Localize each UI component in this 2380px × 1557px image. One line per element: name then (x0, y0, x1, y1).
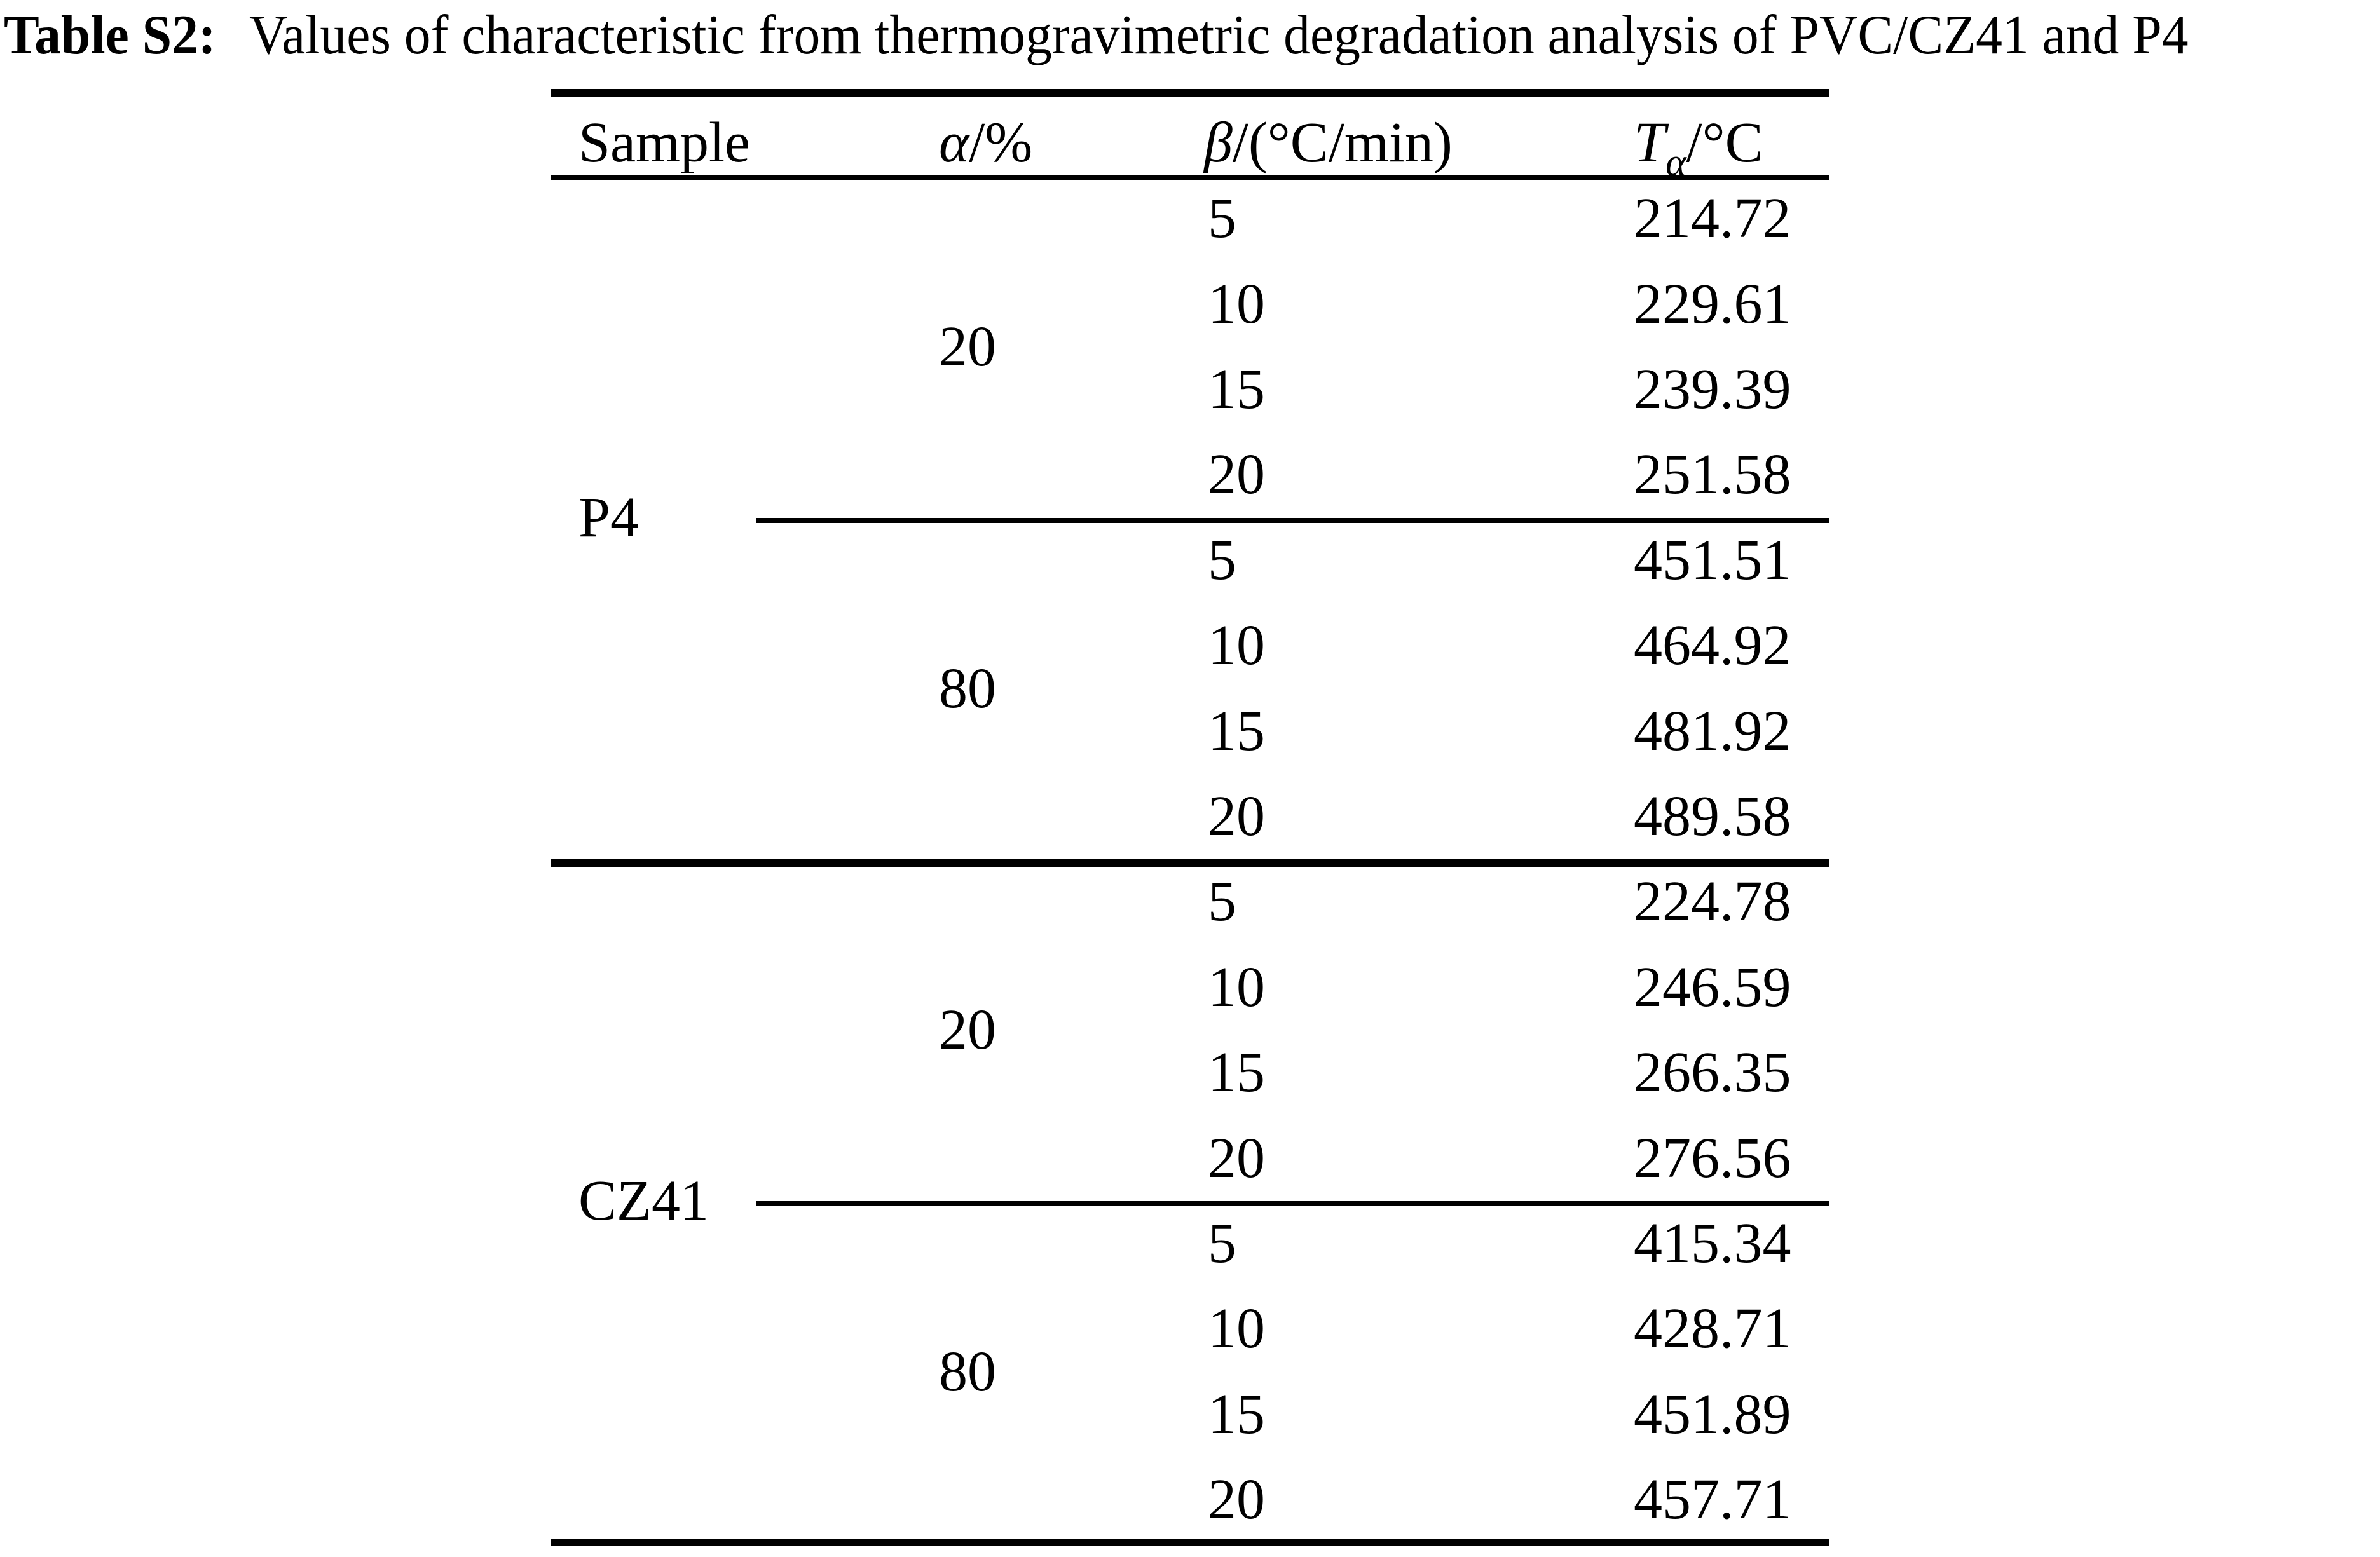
header-sample: Sample (578, 114, 750, 172)
header-alpha: α/% (939, 114, 1032, 172)
beta-cell: 5 (1208, 187, 1236, 250)
t-symbol: T (1634, 111, 1666, 174)
t-cell: 451.51 (1634, 529, 1791, 592)
t-cell: 266.35 (1634, 1041, 1791, 1104)
rule-bottom (551, 1539, 1829, 1546)
t-cell: 481.92 (1634, 700, 1791, 763)
header-beta-unit: /(°C/min) (1232, 111, 1453, 174)
rule-cz41-alpha-divider (756, 1201, 1829, 1206)
sample-label-p4: P4 (578, 486, 639, 549)
t-cell: 464.92 (1634, 614, 1791, 677)
t-cell: 229.61 (1634, 273, 1791, 336)
t-cell: 251.58 (1634, 443, 1791, 506)
header-t-alpha: Tα/°C (1634, 111, 1763, 184)
beta-cell: 10 (1208, 1297, 1265, 1360)
beta-cell: 20 (1208, 1468, 1265, 1531)
sample-label-cz41: CZ41 (578, 1169, 709, 1232)
beta-cell: 20 (1208, 785, 1265, 848)
beta-cell: 20 (1208, 443, 1265, 506)
t-cell: 489.58 (1634, 785, 1791, 848)
beta-cell: 15 (1208, 358, 1265, 421)
table-caption: Table S2: Values of characteristic from t… (4, 4, 2189, 67)
header-alpha-unit: /% (969, 111, 1033, 174)
beta-cell: 10 (1208, 273, 1265, 336)
t-cell: 214.72 (1634, 187, 1791, 250)
t-cell: 224.78 (1634, 870, 1791, 933)
header-sample-text: Sample (578, 111, 750, 174)
beta-cell: 5 (1208, 870, 1236, 933)
table-caption-text: Values of characteristic from thermograv… (249, 4, 2189, 66)
t-cell: 451.89 (1634, 1383, 1791, 1446)
header-beta: β/(°C/min) (1204, 114, 1453, 172)
t-cell: 276.56 (1634, 1127, 1791, 1190)
alpha-value-cz41-20: 20 (939, 998, 996, 1061)
beta-cell: 5 (1208, 529, 1236, 592)
alpha-value-p4-20: 20 (939, 315, 996, 378)
beta-cell: 20 (1208, 1127, 1265, 1190)
table-caption-label: Table S2: (4, 4, 216, 66)
t-cell: 457.71 (1634, 1468, 1791, 1531)
t-cell: 415.34 (1634, 1212, 1791, 1275)
beta-cell: 5 (1208, 1212, 1236, 1275)
beta-cell: 15 (1208, 700, 1265, 763)
beta-symbol: β (1204, 111, 1233, 174)
t-cell: 428.71 (1634, 1297, 1791, 1360)
rule-header-underline (551, 175, 1829, 180)
beta-cell: 15 (1208, 1041, 1265, 1104)
rule-sample-divider (551, 859, 1829, 867)
beta-cell: 15 (1208, 1383, 1265, 1446)
rule-p4-alpha-divider (756, 518, 1829, 523)
t-cell: 239.39 (1634, 358, 1791, 421)
header-t-unit: /°C (1686, 111, 1763, 174)
alpha-symbol: α (939, 111, 969, 174)
alpha-value-cz41-80: 80 (939, 1340, 996, 1403)
beta-cell: 10 (1208, 956, 1265, 1019)
rule-top (551, 89, 1829, 97)
alpha-value-p4-80: 80 (939, 657, 996, 720)
beta-cell: 10 (1208, 614, 1265, 677)
t-subscript-alpha: α (1665, 141, 1686, 184)
t-cell: 246.59 (1634, 956, 1791, 1019)
